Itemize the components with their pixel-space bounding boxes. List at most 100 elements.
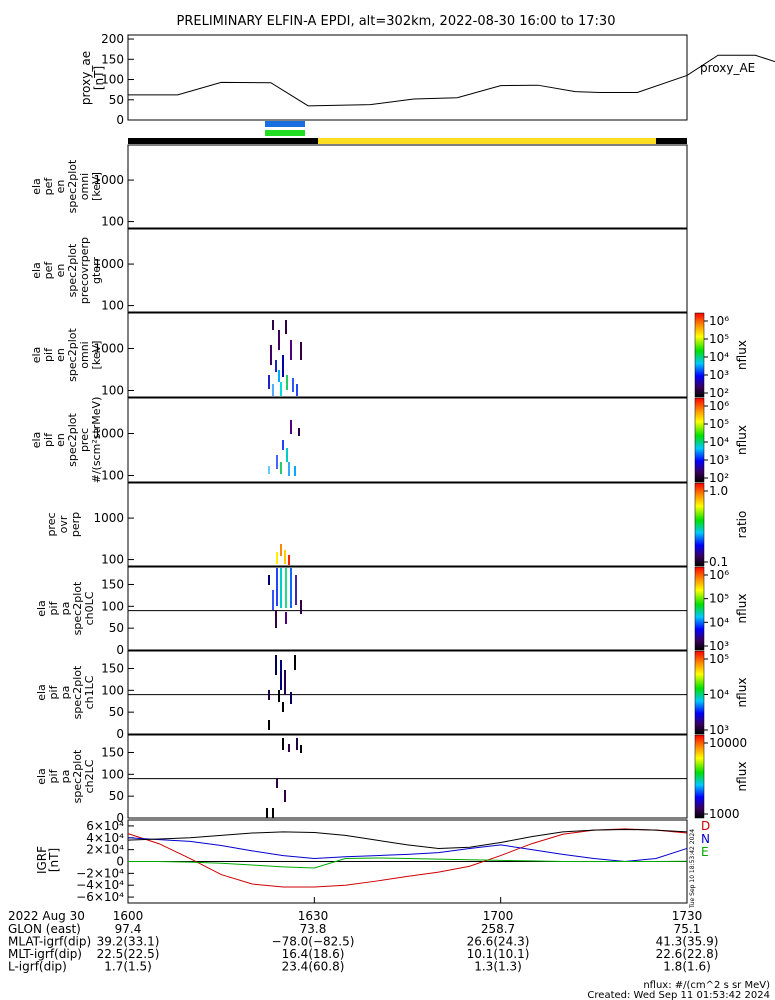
colorbar-tick-label: 10³ (709, 368, 729, 382)
ytick-label: 150 (101, 745, 124, 759)
colorbar-strip (694, 397, 705, 483)
panel-ylabel-line: ela (30, 178, 43, 195)
colorbar-tick-label: 10⁴ (709, 350, 729, 364)
igrf-ytick-label: 6×10⁴ (86, 819, 124, 833)
panel-ylabel-line: pa (59, 686, 72, 700)
ephem-row-label: MLT-igrf(dip) (8, 947, 82, 961)
panel-frame (127, 144, 688, 229)
ae-ytick-label: 150 (101, 52, 124, 66)
colorbar-tick-label: 1000 (709, 807, 740, 821)
ytick-label: 50 (109, 621, 124, 635)
time-label: 1700 (483, 909, 514, 923)
panel-ylabel-line: ela (30, 347, 43, 364)
spectrogram-pixel (278, 690, 280, 702)
spectrogram-pixel (276, 778, 278, 788)
spectrogram-panel-prec_ovr_perp: 100 1000 prec ovr perp (45, 482, 688, 567)
units-footer: nflux: #/(cm^2 s sr MeV) (643, 980, 770, 991)
ae-ytick-label: 0 (116, 113, 124, 127)
time-label: 1630 (298, 909, 329, 923)
colorbar-label: nflux (735, 425, 749, 455)
panel-frame (127, 482, 688, 567)
panel-ylabel-line: pa (59, 602, 72, 616)
ytick-label: 100 (101, 215, 124, 229)
orbit-night-bar-left (128, 138, 318, 144)
spectrogram-pixel (290, 420, 292, 434)
ephem-value: 75.1 (674, 922, 701, 936)
colorbar-tick-label: 10³ (709, 639, 729, 653)
colorbar-tick-label: 10⁴ (709, 615, 729, 629)
colorbar-tick-label: 0.1 (709, 555, 728, 569)
ephem-value: 10.1(10.1) (467, 947, 530, 961)
spectrogram-pixel (275, 655, 277, 675)
panel-ylabel-line: spec2plot (71, 581, 84, 635)
panel-ylabel-line: pef (42, 261, 55, 280)
orbit-night-bar-right (656, 138, 687, 144)
colorbar-tick-label: 10⁶ (709, 314, 729, 328)
ephem-row-label: L-igrf(dip) (8, 960, 67, 974)
panel-ylabel-line: gterr (90, 257, 103, 284)
colorbar-ela_pif_en_prec: 10⁶ 10⁵ 10⁴ 10³ 10² nflux (694, 397, 749, 485)
ae-ytick-label: 50 (109, 93, 124, 107)
spectrogram-pixel (300, 745, 302, 753)
panel-ylabel-line: ela (35, 600, 48, 617)
colorbar-ela_pif_pa_ch1LC: 10⁵ 10⁴ 10³ nflux (694, 650, 749, 737)
side-timestamp: Tue Sep 10 18:53:42 2024 (689, 829, 696, 909)
colorbar-strip (694, 482, 705, 567)
colorbar-label: nflux (735, 762, 749, 792)
spectrogram-panel-ela_pif_pa_ch0LC: 0 50 100 150 ela pif pa spec2plot ch0LC (35, 566, 688, 657)
panel-ylabel-line: spec2plot (71, 665, 84, 719)
spectrogram-pixel (294, 655, 296, 670)
ytick-label: 1000 (93, 257, 124, 271)
ytick-label: 0 (116, 811, 124, 825)
spectrogram-pixel (282, 702, 284, 712)
spectrogram-pixel (294, 466, 296, 476)
panel-ylabel-line: pif (47, 600, 60, 615)
colorbar-tick-label: 10⁴ (709, 688, 729, 702)
panel-frame (127, 397, 688, 483)
panel-ylabel-line: pef (42, 177, 55, 196)
spectrogram-pixel (292, 378, 294, 392)
spectrogram-panel-ela_pif_en_prec: 100 1000 ela pif en spec2plot prec #/(scm²strMe… (30, 397, 688, 483)
panel-frame (127, 228, 688, 313)
ephem-value: 22.5(22.5) (97, 947, 160, 961)
spectrogram-pixel (280, 660, 282, 690)
spectrogram-pixel (282, 355, 284, 377)
spectrogram-pixel (286, 375, 288, 390)
igrf-series-N (127, 837, 688, 863)
colorbar-ela_pif_pa_ch2LC: 10000 1000 nflux (694, 734, 749, 821)
panel-ylabel-line: precovrperp (78, 237, 91, 304)
spectrogram-pixel (268, 375, 270, 389)
ytick-label: 50 (109, 789, 124, 803)
ephem-value: 1.3(1.3) (474, 960, 522, 974)
ephem-row-label: MLAT-igrf(dip) (8, 935, 91, 949)
panel-ylabel-line: ch1LC (83, 675, 96, 709)
ephem-value: 73.8 (300, 922, 327, 936)
ae-ytick-label: 100 (101, 73, 124, 87)
panel-ylabel-line: spec2plot (66, 413, 79, 467)
spectrogram-pixel (276, 455, 278, 469)
ephem-value: 1.8(1.6) (663, 960, 711, 974)
spectrogram-panel-ela_pef_en_omni: 100 1000 ela pef en spec2plot omni [keV] (30, 144, 688, 229)
spectrogram-pixel (272, 320, 274, 330)
ytick-label: 1000 (93, 511, 124, 525)
panel-ylabel-line: en (54, 264, 67, 278)
panel-ylabel-line: spec2plot (71, 749, 84, 803)
panel-ylabel-line: prec (78, 428, 91, 452)
colorbar-tick-label: 1.0 (709, 484, 728, 498)
proxy-ae-panel: 0 50 100 150 200 proxy_AE proxy_ae [nT] (79, 32, 775, 127)
date-label: 2022 Aug 30 (8, 909, 85, 923)
panel-ylabel-line: en (54, 180, 67, 194)
panel-ylabel-line: perp (69, 512, 82, 537)
proxy-ae-legend: proxy_AE (700, 61, 755, 75)
epd-e-zone-bar (265, 121, 305, 127)
colorbar-strip (694, 734, 705, 819)
igrf-legend-E: E (701, 845, 709, 859)
ytick-label: 100 (101, 553, 124, 567)
colorbar-tick-label: 10² (709, 386, 729, 400)
spectrogram-pixel (285, 612, 287, 624)
colorbar-tick-label: 10³ (709, 723, 729, 737)
colorbar-label: nflux (735, 594, 749, 624)
panel-ylabel-line: ela (30, 262, 43, 279)
panel-ylabel-line: [keV] (90, 341, 103, 370)
